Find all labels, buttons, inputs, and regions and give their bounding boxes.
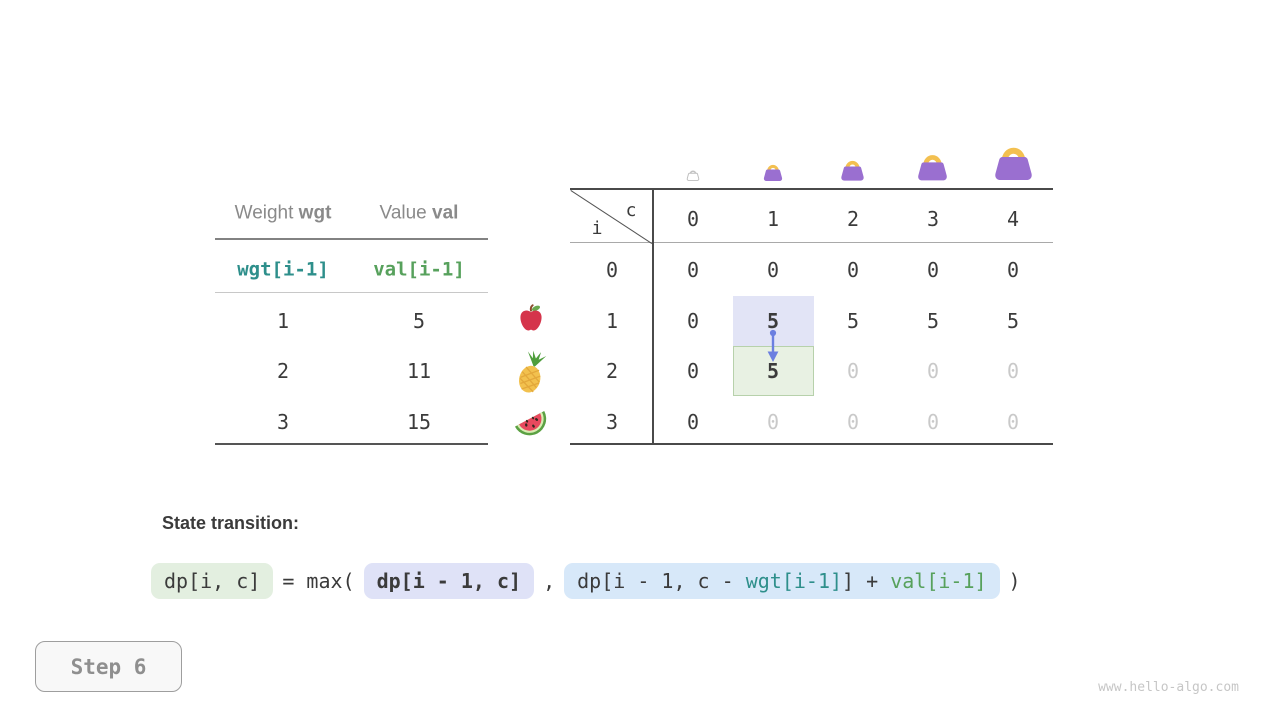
formula-val-term: val[i-1]	[890, 569, 987, 593]
dp-cell: 0	[846, 410, 860, 434]
dp-cell-target: 5	[766, 359, 780, 383]
col-variable-label: c	[625, 200, 637, 221]
formula-operator: = max(	[282, 569, 355, 593]
item-value: 5	[412, 309, 426, 333]
formula-comma: ,	[543, 569, 556, 593]
dp-cell: 0	[846, 258, 860, 282]
apple-icon	[520, 304, 542, 331]
dp-cell: 0	[926, 258, 940, 282]
dp-col-header: 1	[766, 207, 780, 231]
dp-table-bottom-line	[570, 443, 1053, 445]
dp-table-header-line	[570, 242, 1053, 244]
items-table-header-line	[215, 238, 488, 240]
state-transition-formula: dp[i, c] = max( dp[i - 1, c] , dp[i - 1,…	[151, 559, 1021, 603]
dp-cell: 0	[926, 359, 940, 383]
dp-cell: 0	[926, 410, 940, 434]
bag-icon-c2	[841, 160, 864, 181]
formula-lhs-pill: dp[i, c]	[151, 563, 274, 599]
formula-arg2-pill: dp[i - 1, c - wgt[i-1]] + val[i-1]	[564, 563, 1000, 599]
item-weight: 2	[276, 359, 290, 383]
dp-cell: 5	[926, 309, 940, 333]
items-table-separator-line	[215, 292, 488, 294]
dp-table-vertical-line	[652, 189, 654, 445]
dp-cell: 5	[1006, 309, 1020, 333]
dp-col-header: 0	[686, 207, 700, 231]
wgt-formula-cell: wgt[i-1]	[237, 258, 329, 281]
dp-cell: 0	[766, 258, 780, 282]
dp-cell: 0	[686, 258, 700, 282]
state-transition-heading: State transition:	[162, 513, 300, 533]
dp-cell: 0	[1006, 258, 1020, 282]
dp-cell: 0	[1006, 410, 1020, 434]
weight-column-header: Weight wgt	[234, 202, 332, 224]
watermelon-icon	[514, 411, 547, 436]
dp-row-label: 0	[605, 258, 619, 282]
formula-arg1-pill: dp[i - 1, c]	[363, 563, 535, 599]
step-badge: Step 6	[35, 641, 182, 692]
row-variable-label: i	[591, 218, 603, 239]
formula-wgt-term: wgt[i-1]	[745, 569, 843, 593]
watermark: www.hello-algo.com	[1098, 680, 1239, 695]
dp-cell: 0	[846, 359, 860, 383]
dp-table-top-line	[570, 188, 1053, 190]
bag-icon-c1	[763, 164, 783, 181]
bag-icon-c4	[995, 147, 1032, 180]
bag-icon-c3	[918, 155, 947, 181]
dp-cell: 0	[1006, 359, 1020, 383]
dp-col-header: 4	[1006, 207, 1020, 231]
dp-col-header: 3	[926, 207, 940, 231]
item-weight: 3	[276, 410, 290, 434]
dp-row-label: 2	[605, 359, 619, 383]
dp-row-label: 1	[605, 309, 619, 333]
val-formula-cell: val[i-1]	[373, 258, 465, 281]
dp-cell: 0	[766, 410, 780, 434]
items-table-bottom-line	[215, 443, 488, 445]
ghost-bag-icon	[686, 170, 700, 182]
dp-cell: 0	[686, 410, 700, 434]
dp-cell-source: 5	[766, 309, 780, 333]
dp-cell: 5	[846, 309, 860, 333]
dp-col-header: 2	[846, 207, 860, 231]
dp-table-diagonal-line	[570, 190, 653, 245]
item-value: 11	[406, 359, 432, 383]
dp-cell: 0	[686, 309, 700, 333]
dp-cell: 0	[686, 359, 700, 383]
dp-row-label: 3	[605, 410, 619, 434]
formula-close-paren: )	[1008, 569, 1021, 593]
item-weight: 1	[276, 309, 290, 333]
item-value: 15	[406, 410, 432, 434]
pineapple-icon	[519, 350, 547, 393]
arrow-down-icon	[767, 329, 779, 362]
value-column-header: Value val	[379, 202, 459, 224]
